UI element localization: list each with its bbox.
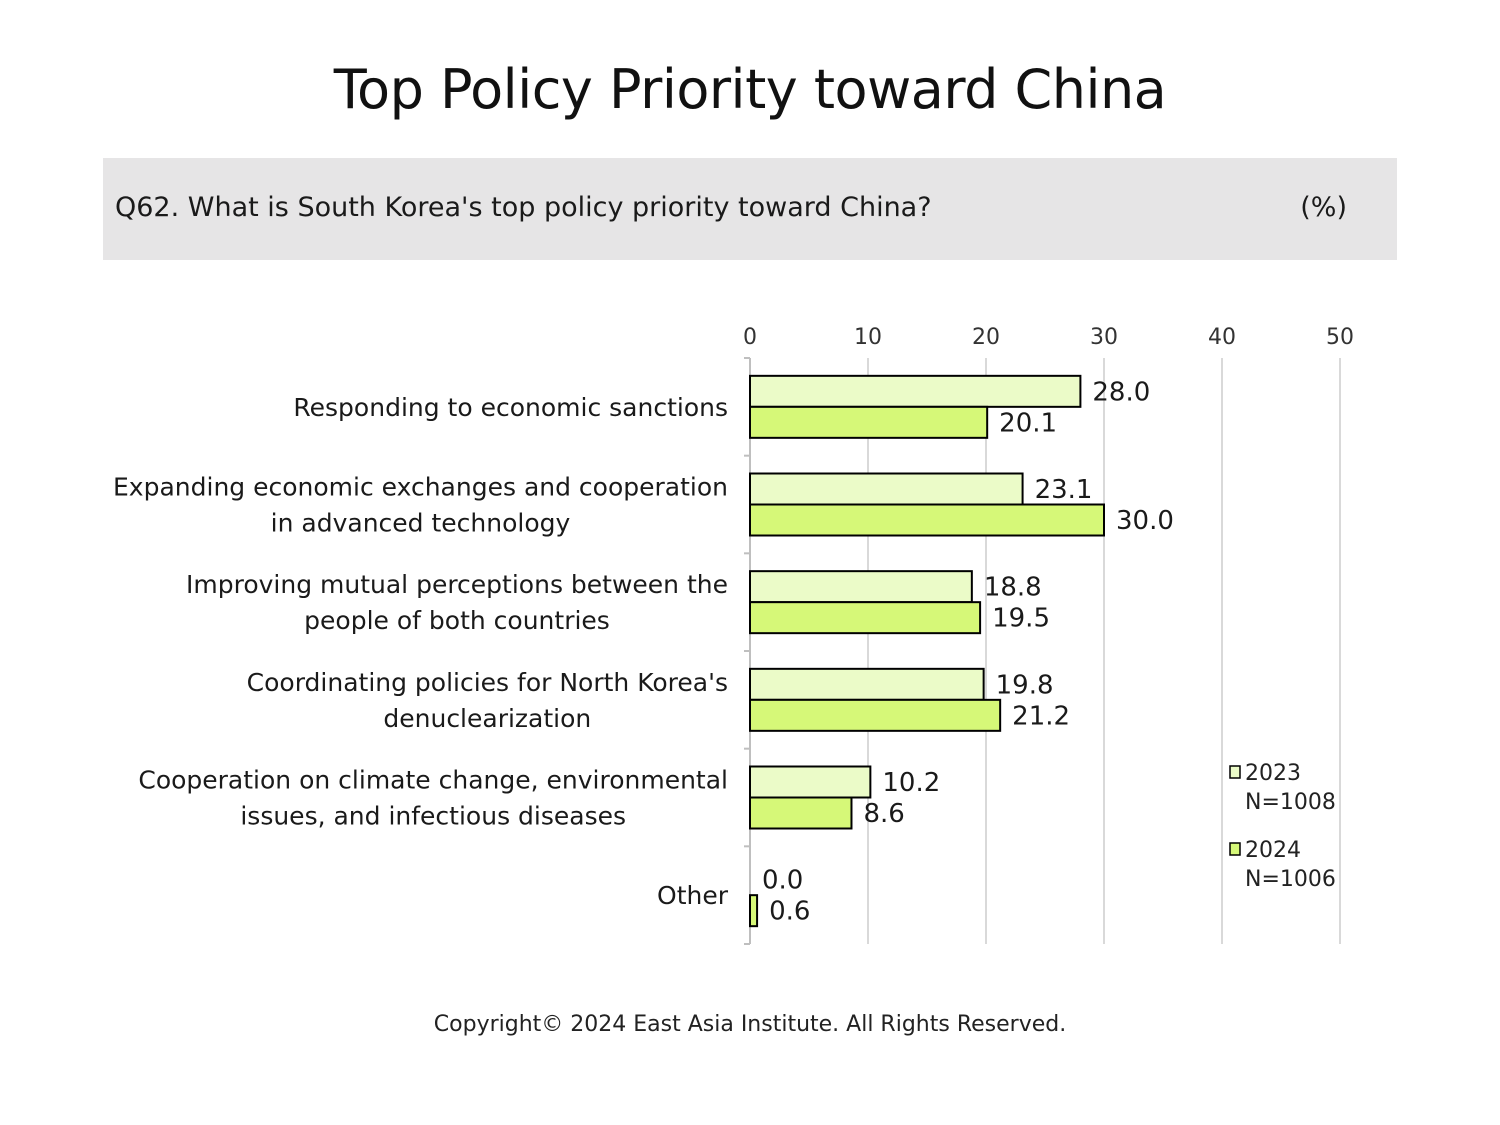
bar-2024-5 <box>749 894 759 928</box>
x-tick-label-20: 20 <box>972 325 1000 350</box>
category-label-1: Expanding economic exchanges and coopera… <box>113 473 728 502</box>
bar-2023-2 <box>749 570 973 604</box>
copyright-notice: Copyright© 2024 East Asia Institute. All… <box>433 1012 1067 1037</box>
data-label-2024-1: 30.0 <box>1116 506 1174 536</box>
data-label-2023-3: 19.8 <box>996 670 1054 700</box>
x-tick-label-0: 0 <box>743 325 757 350</box>
data-label-2024-3: 21.2 <box>1012 701 1070 731</box>
data-label-2023-1: 23.1 <box>1035 475 1093 505</box>
x-tick-label-50: 50 <box>1326 325 1354 350</box>
legend-label-2023: 2023 <box>1245 761 1301 786</box>
data-label-2023-0: 28.0 <box>1092 377 1150 407</box>
bar-2024-0 <box>749 405 989 439</box>
legend-sample-size-2024: N=1006 <box>1245 867 1336 892</box>
question-text: Q62. What is South Korea's top policy pr… <box>115 192 932 223</box>
category-label-0: Responding to economic sanctions <box>293 393 728 422</box>
category-label-3: Coordinating policies for North Korea's <box>247 668 728 697</box>
bar-2024-1 <box>749 503 1105 537</box>
legend-label-2024: 2024 <box>1245 838 1301 863</box>
data-label-2024-5: 0.6 <box>769 897 810 927</box>
bar-2023-0 <box>749 374 1082 408</box>
x-tick-label-30: 30 <box>1090 325 1118 350</box>
data-label-2023-4: 10.2 <box>882 768 940 798</box>
data-label-2023-5: 0.0 <box>762 866 803 896</box>
category-label-4: issues, and infectious diseases <box>240 802 626 831</box>
x-tick-label-10: 10 <box>854 325 882 350</box>
legend-swatch-2023 <box>1229 765 1241 779</box>
bar-2024-4 <box>749 796 853 830</box>
question-bar: Q62. What is South Korea's top policy pr… <box>103 158 1397 260</box>
category-label-4: Cooperation on climate change, environme… <box>138 766 728 795</box>
legend-sample-size-2023: N=1008 <box>1245 790 1336 815</box>
unit-label: (%) <box>1300 192 1347 223</box>
bar-2024-3 <box>749 698 1002 732</box>
data-label-2024-2: 19.5 <box>992 604 1050 634</box>
bar-2023-1 <box>749 472 1024 506</box>
category-label-3: denuclearization <box>383 704 591 733</box>
category-label-2: people of both countries <box>304 606 610 635</box>
data-label-2024-4: 8.6 <box>863 799 904 829</box>
bar-2023-4 <box>749 765 872 799</box>
bar-chart: 0 10 20 30 40 50 28.0 20.1 Responding to economi… <box>113 325 1354 945</box>
bar-2023-3 <box>749 667 985 701</box>
category-label-2: Improving mutual perceptions between the <box>186 570 728 599</box>
x-tick-label-40: 40 <box>1208 325 1236 350</box>
category-label-5: Other <box>657 881 729 910</box>
data-label-2023-2: 18.8 <box>984 573 1042 603</box>
chart-title: Top Policy Priority toward China <box>333 58 1167 121</box>
data-label-2024-0: 20.1 <box>999 408 1057 438</box>
category-label-1: in advanced technology <box>271 509 571 538</box>
bar-2024-2 <box>749 601 982 635</box>
legend-swatch-2024 <box>1229 842 1241 856</box>
